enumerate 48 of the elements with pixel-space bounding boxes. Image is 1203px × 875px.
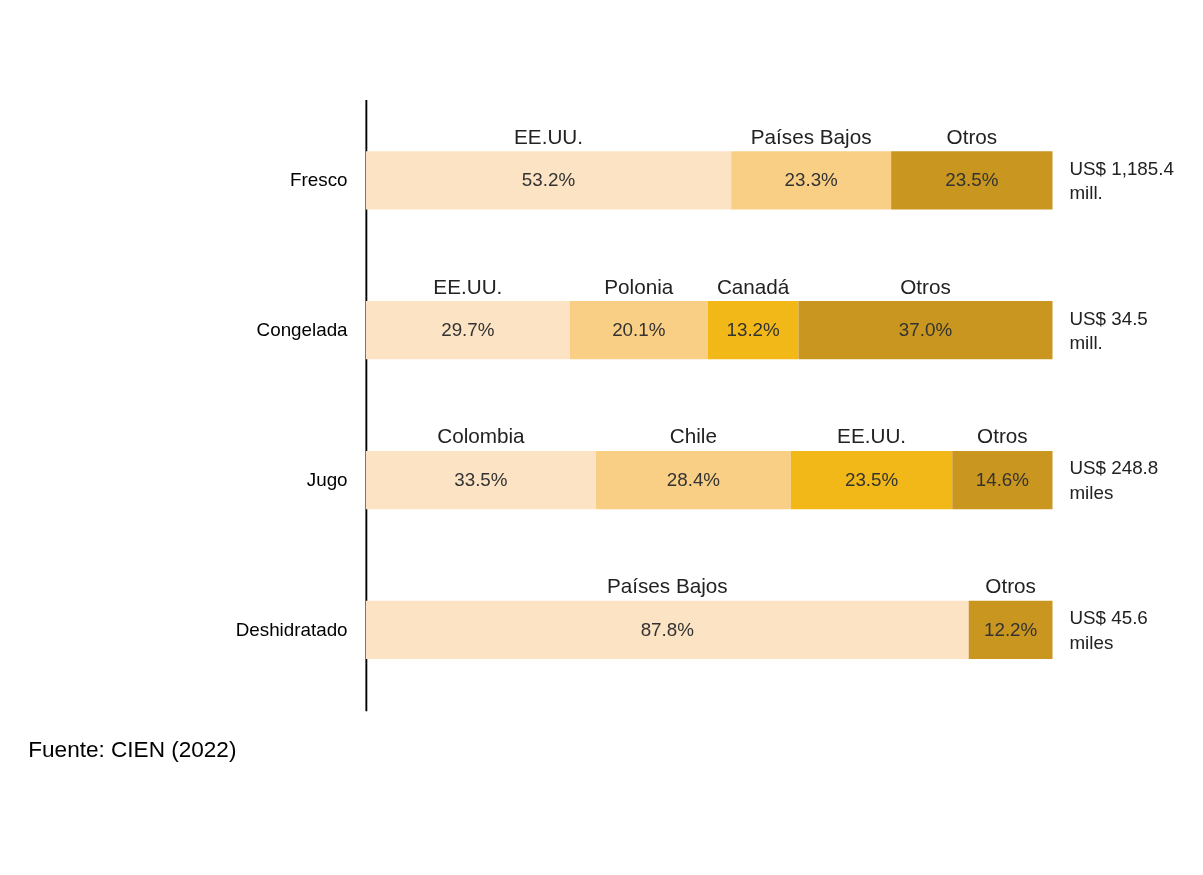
bar <box>569 301 708 360</box>
annotation: EE.UU. <box>433 274 503 298</box>
annotation: Colombia <box>437 424 526 448</box>
y-tick-label: Jugo <box>306 468 348 490</box>
data-label: 12.2% <box>983 618 1038 640</box>
data-label: 29.7% <box>441 318 495 340</box>
annotation: Países Bajos <box>750 124 872 148</box>
bar <box>952 450 1053 510</box>
annotation: EE.UU. <box>837 424 907 448</box>
bar <box>891 151 1053 210</box>
data-label: 20.1% <box>612 318 666 340</box>
annotation: Otros <box>900 274 951 298</box>
data-label: 33.5% <box>454 468 508 490</box>
bar <box>365 450 596 510</box>
annotation: Otros <box>977 424 1028 448</box>
data-label: 87.8% <box>640 618 695 640</box>
annotation: Países Bajos <box>606 574 728 598</box>
data-label: 13.2% <box>726 318 781 340</box>
data-label: 23.3% <box>784 168 839 190</box>
y-tick-label: Deshidratado <box>235 618 348 640</box>
data-label: 37.0% <box>898 318 953 340</box>
bar <box>790 450 953 510</box>
annotation: Canadá <box>716 274 790 298</box>
bar <box>707 301 799 360</box>
bar <box>968 600 1053 660</box>
data-label: 53.2% <box>521 168 576 190</box>
bar <box>365 301 570 360</box>
source-note: Fuente: CIEN (2022) <box>28 736 237 762</box>
annotation: EE.UU. <box>514 124 584 148</box>
bar <box>595 450 791 510</box>
annotation: Otros <box>985 574 1036 598</box>
bar <box>798 301 1053 360</box>
y-tick-label: Congelada <box>256 318 349 340</box>
total-label: US$ 248.8 miles <box>1069 457 1159 503</box>
data-label: 28.4% <box>666 468 721 490</box>
data-label: 23.5% <box>844 468 899 490</box>
total-label: US$ 45.6 miles <box>1069 607 1148 653</box>
total-label: US$ 34.5 mill. <box>1069 307 1148 354</box>
bar <box>731 151 892 210</box>
data-label: 23.5% <box>945 168 999 190</box>
bar <box>365 600 969 660</box>
annotation: Chile <box>669 424 717 448</box>
annotation: Otros <box>946 124 998 148</box>
total-label: US$ 1,185.4 mill. <box>1069 157 1174 204</box>
data-label: 14.6% <box>975 468 1030 490</box>
y-tick-label: Fresco <box>290 168 348 190</box>
annotation: Polonia <box>604 274 674 298</box>
bar <box>365 151 732 210</box>
